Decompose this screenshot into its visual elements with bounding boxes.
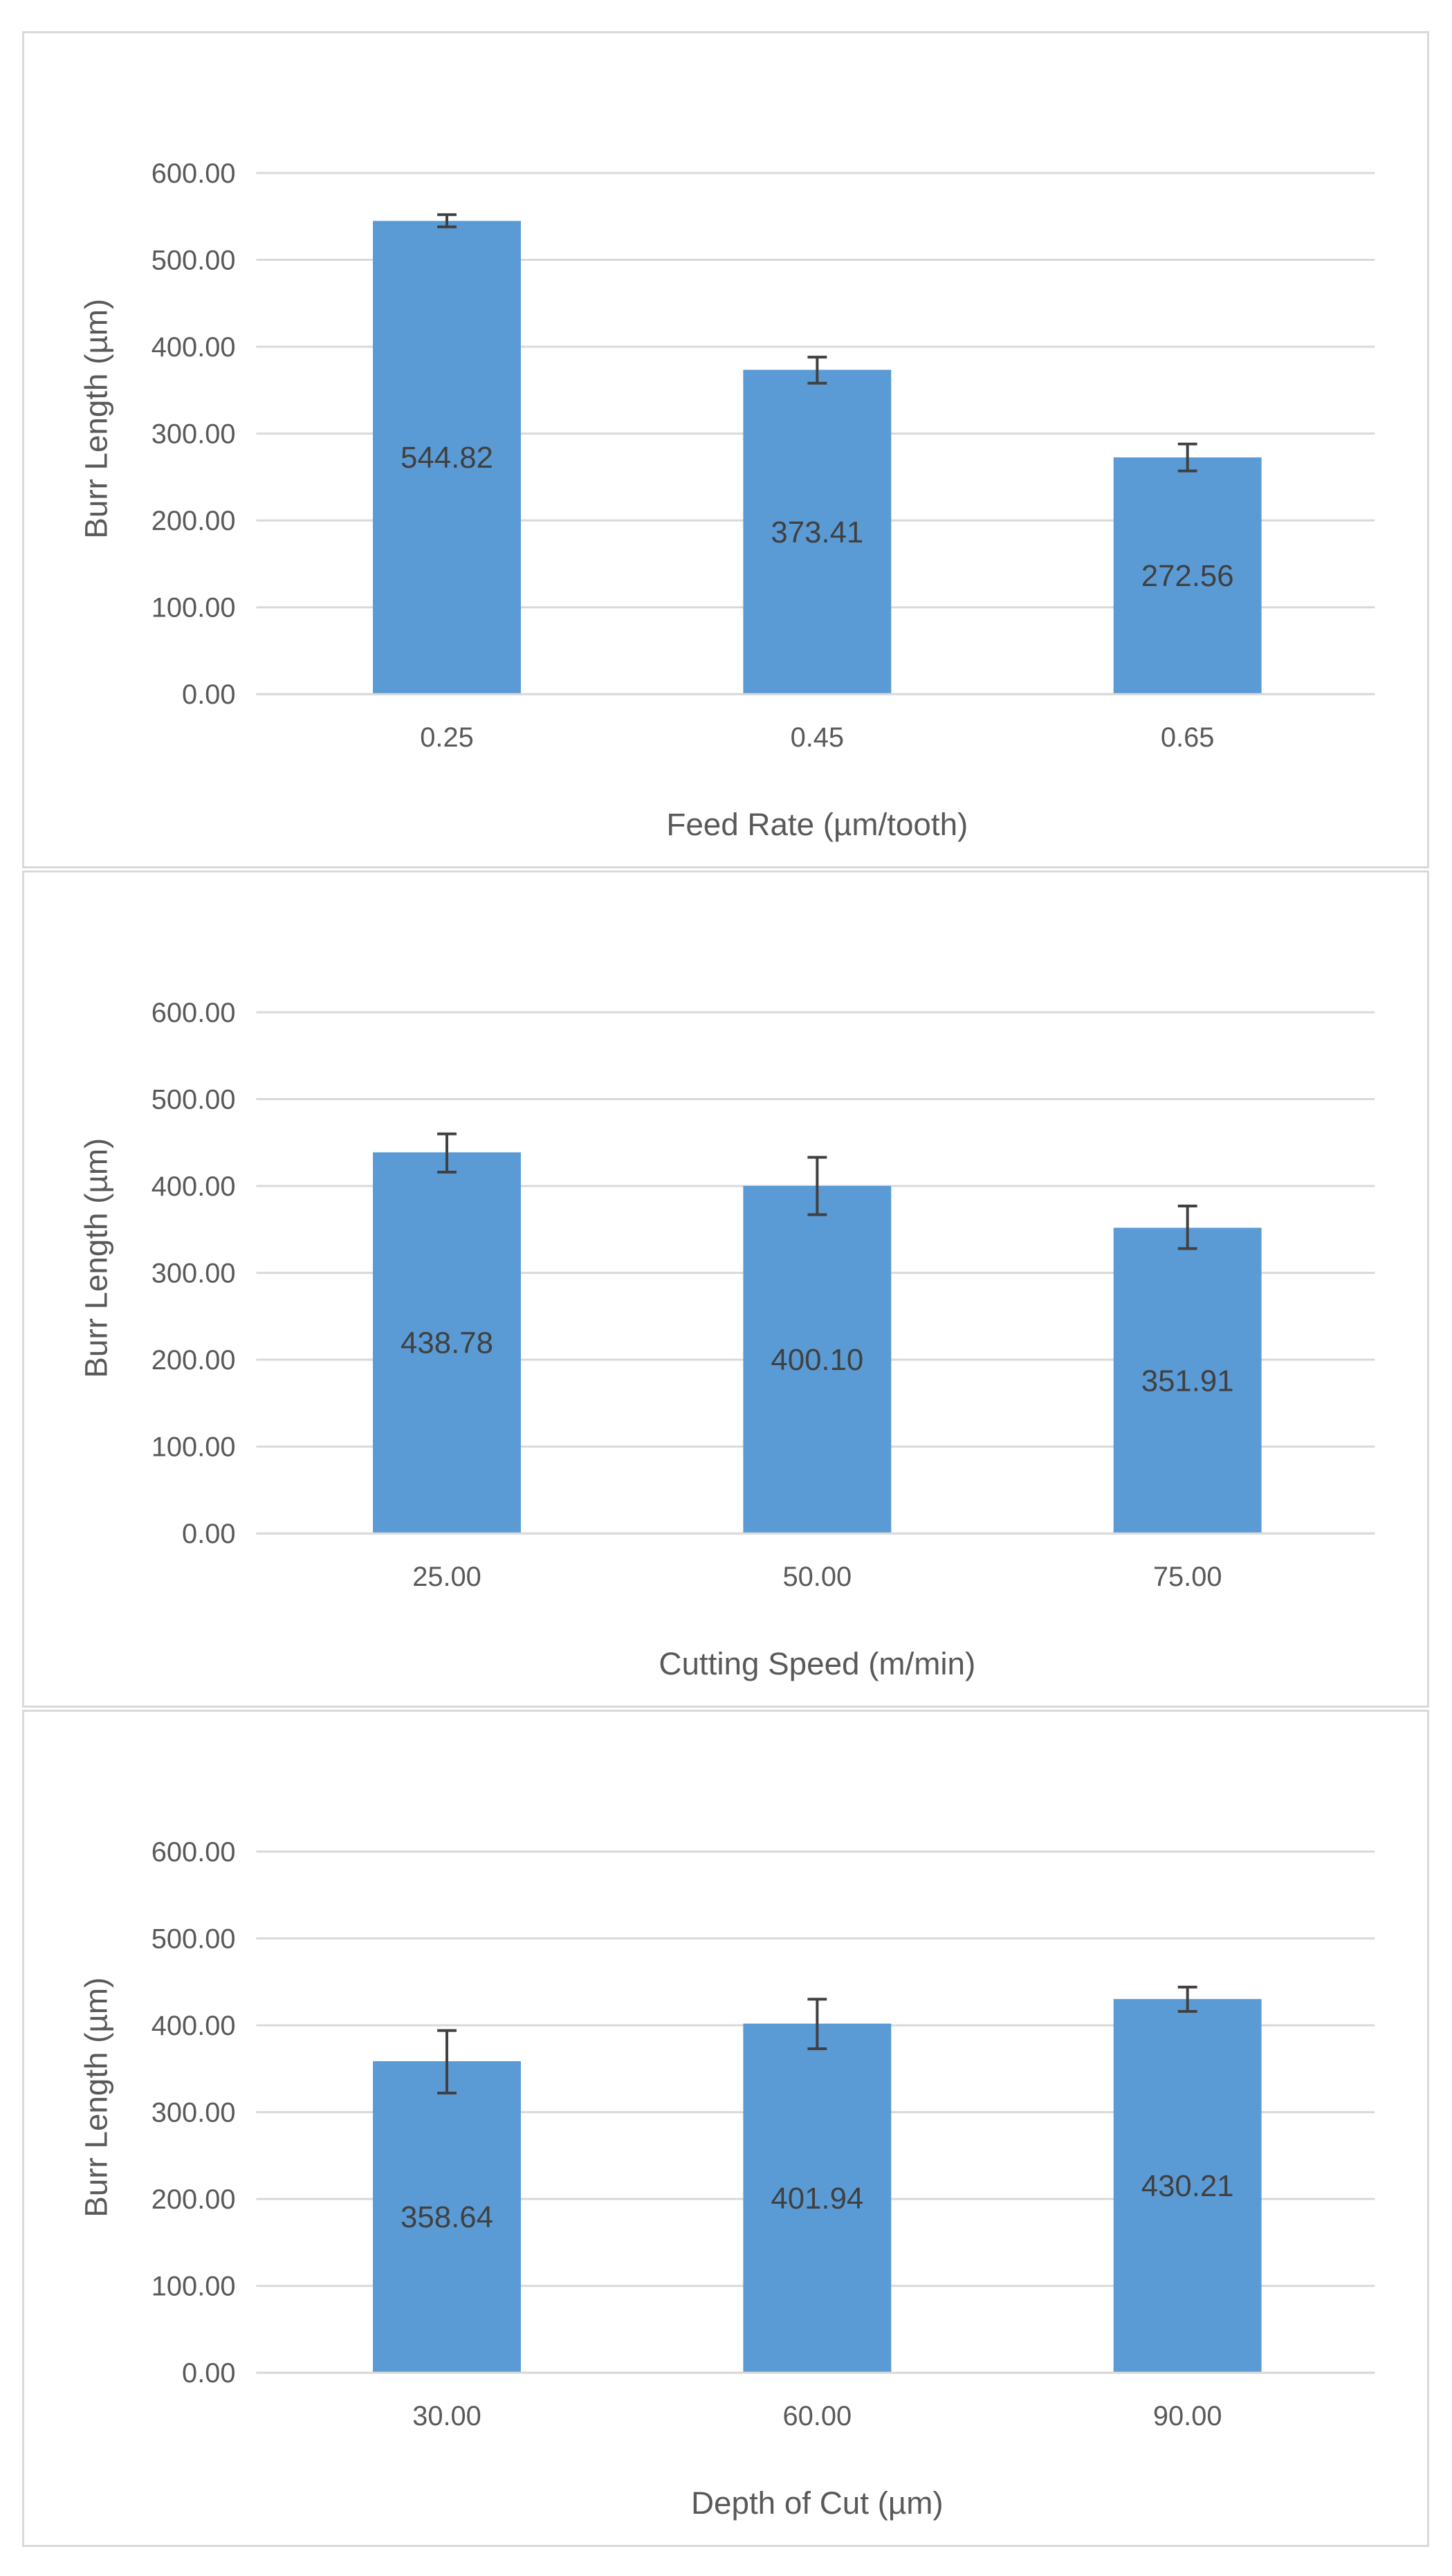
y-tick-label: 500.00: [151, 1924, 236, 1954]
data-label: 401.94: [771, 2182, 863, 2216]
x-tick-label: 0.25: [420, 722, 473, 753]
bar: [743, 2023, 892, 2373]
y-tick-label: 600.00: [151, 998, 236, 1028]
data-label: 544.82: [401, 441, 493, 475]
data-label: 373.41: [771, 515, 863, 549]
x-tick-label: 75.00: [1153, 1562, 1222, 1592]
chart-panel-cutting-speed: 0.00 100.00 200.00 300.00 400.00 500.00 600.00…: [22, 870, 1429, 1708]
y-tick-label: 400.00: [151, 332, 236, 363]
y-tick-label: 100.00: [151, 1432, 236, 1463]
bar: [1113, 1999, 1262, 2373]
bar: [1113, 457, 1262, 695]
data-label: 358.64: [401, 2200, 493, 2234]
data-label: 400.10: [771, 1343, 863, 1377]
data-label: 272.56: [1141, 559, 1234, 593]
y-tick-label: 400.00: [151, 1171, 236, 1202]
y-tick-label: 500.00: [151, 245, 236, 275]
y-tick-label: 600.00: [151, 1837, 236, 1867]
y-tick-label: 0.00: [182, 1519, 235, 1549]
y-tick-label: 0.00: [182, 679, 235, 710]
y-axis-title: Burr Length (µm): [78, 299, 113, 539]
chart-panel-depth-of-cut: 0.00 100.00 200.00 300.00 400.00 500.00 600.00…: [22, 1710, 1429, 2547]
data-label: 438.78: [401, 1326, 493, 1360]
x-tick-label: 25.00: [412, 1562, 481, 1592]
x-tick-label: 60.00: [783, 2401, 852, 2431]
y-tick-label: 200.00: [151, 1345, 236, 1376]
y-tick-label: 300.00: [151, 419, 236, 450]
y-tick-label: 300.00: [151, 2098, 236, 2128]
x-tick-label: 0.45: [791, 722, 844, 753]
chart-svg-cutting-speed: 0.00 100.00 200.00 300.00 400.00 500.00 600.00…: [78, 998, 1375, 1681]
bar: [373, 2061, 521, 2373]
x-axis-title: Cutting Speed (m/min): [659, 1646, 975, 1681]
data-label: 430.21: [1141, 2169, 1234, 2203]
y-tick-label: 200.00: [151, 2184, 236, 2215]
chart-svg-feed-rate: 0.00 100.00 200.00 300.00 400.00 500.00 600.00…: [78, 158, 1375, 842]
x-axis-title: Depth of Cut (µm): [691, 2485, 944, 2521]
y-tick-label: 100.00: [151, 593, 236, 623]
chart-panel-feed-rate: 0.00 100.00 200.00 300.00 400.00 500.00 600.00…: [22, 31, 1429, 868]
y-tick-label: 300.00: [151, 1259, 236, 1289]
y-tick-label: 400.00: [151, 2011, 236, 2041]
y-axis-title: Burr Length (µm): [78, 1138, 113, 1378]
chart-svg-depth-of-cut: 0.00 100.00 200.00 300.00 400.00 500.00 600.00…: [78, 1837, 1375, 2521]
y-axis-title: Burr Length (µm): [78, 1977, 113, 2218]
y-tick-label: 0.00: [182, 2358, 235, 2388]
data-label: 351.91: [1141, 1364, 1234, 1398]
x-tick-label: 90.00: [1153, 2401, 1222, 2431]
bar: [743, 1185, 892, 1534]
y-tick-label: 600.00: [151, 158, 236, 189]
bar: [373, 1152, 521, 1534]
x-tick-label: 0.65: [1161, 722, 1214, 753]
x-tick-label: 30.00: [412, 2401, 481, 2431]
bar: [373, 221, 521, 695]
x-axis-title: Feed Rate (µm/tooth): [666, 807, 968, 842]
x-tick-label: 50.00: [783, 1562, 852, 1592]
bar: [743, 369, 892, 695]
bar: [1113, 1227, 1262, 1534]
y-tick-label: 100.00: [151, 2272, 236, 2302]
y-tick-label: 200.00: [151, 506, 236, 536]
y-tick-label: 500.00: [151, 1084, 236, 1115]
